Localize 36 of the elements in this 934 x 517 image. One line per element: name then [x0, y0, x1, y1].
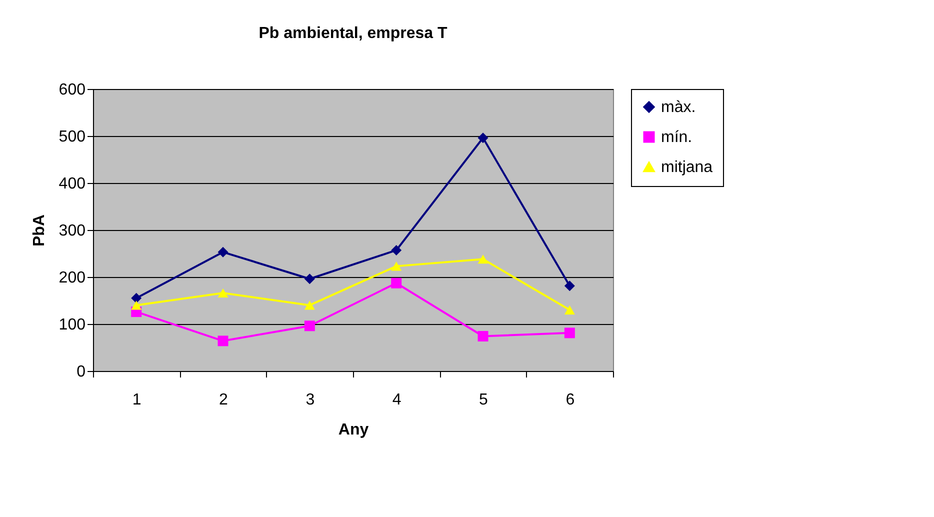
y-tick-label: 100 — [58, 316, 86, 334]
point — [391, 244, 402, 256]
y-tick-label: 0 — [76, 364, 86, 380]
point — [478, 254, 488, 264]
point — [304, 320, 315, 332]
legend-label: màx. — [661, 99, 696, 116]
point — [304, 300, 315, 310]
point — [218, 288, 228, 298]
point — [391, 278, 402, 288]
chart-title: Pb ambiental, empresa T — [258, 25, 448, 42]
point — [478, 330, 488, 342]
point — [304, 274, 315, 284]
point — [131, 300, 142, 310]
legend-label: mitjana — [661, 159, 713, 176]
point — [478, 132, 488, 144]
point — [218, 336, 228, 346]
x-tick-label: 6 — [566, 392, 575, 408]
legend-label: mín. — [661, 129, 692, 146]
point — [564, 280, 575, 292]
y-tick-label: 400 — [58, 176, 86, 192]
x-tick-label: 1 — [132, 392, 142, 408]
x-axis-title: Any — [338, 422, 369, 438]
point — [218, 246, 228, 258]
y-tick-label: 600 — [58, 82, 86, 98]
point — [391, 262, 402, 271]
y-axis-title: PbA — [30, 214, 48, 246]
y-tick-label: 300 — [58, 222, 86, 240]
y-tick-label: 200 — [58, 270, 86, 286]
point — [564, 305, 575, 314]
y-tick-label: 500 — [58, 128, 86, 146]
x-tick-label: 5 — [479, 392, 488, 408]
point — [564, 328, 575, 338]
x-tick-label: 2 — [219, 392, 228, 408]
x-tick-label: 3 — [306, 392, 315, 408]
point — [131, 292, 142, 304]
x-tick-label: 4 — [392, 392, 402, 408]
